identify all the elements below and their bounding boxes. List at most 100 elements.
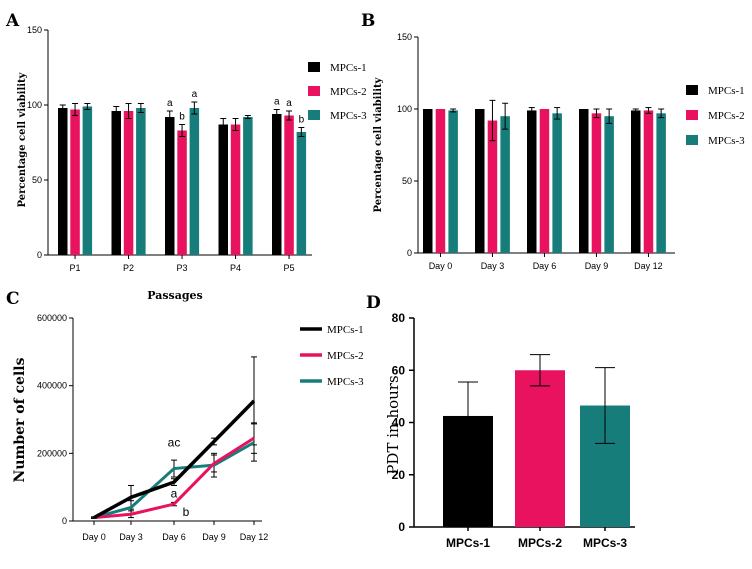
panel-b-bar-mpcs-1-day-0	[423, 109, 433, 253]
panel-a-legend-label-mpcs-2: MPCs-2	[330, 86, 367, 98]
panel-a-legend-label-mpcs-1: MPCs-1	[330, 62, 367, 74]
panel-b-y-tick-label: 100	[397, 104, 412, 114]
panel-b-x-tick-label: Day 0	[429, 261, 453, 271]
panel-b-bar-mpcs-3-day-3	[500, 116, 510, 253]
panel-a-x-tick-label: P2	[123, 263, 134, 273]
panel-d-x-tick-label: MPCs-2	[518, 536, 562, 550]
panel-d-y-tick-label: 60	[392, 363, 406, 377]
panel-c-x-tick-label: Day 9	[202, 532, 226, 542]
panel-a-significance-letter: a	[167, 98, 173, 109]
panel-c-x-tick-label: Day 12	[240, 532, 269, 542]
panel-a-bar-mpcs-1-p2	[111, 111, 121, 255]
panel-b-bar-mpcs-1-day-6	[527, 110, 537, 253]
panel-a-bar-mpcs-1-p4	[218, 124, 228, 255]
panel-a-bar-mpcs-1-p5	[272, 114, 282, 255]
panel-a-x-tick-label: P1	[70, 263, 81, 273]
panel-b-chart: 0 50 100 150 Day 0 Day 3 Day 6 Day 9 Day 12 MPCs-…	[397, 32, 745, 271]
panel-a-significance-letter: b	[179, 112, 185, 123]
panel-a-significance-letter: a	[274, 97, 280, 108]
panel-b-letter: B	[361, 11, 375, 31]
panel-a-bar-mpcs-3-p1	[82, 106, 93, 255]
panel-c-legend-label-mpcs-1: MPCs-1	[327, 324, 364, 336]
panel-b-bar-mpcs-3-day-0	[448, 110, 458, 253]
panel-a-bar-mpcs-2-p5	[284, 115, 294, 255]
panel-c-y-tick-label: 0	[62, 516, 67, 526]
panel-c-y-tick-label: 200000	[37, 448, 67, 458]
panel-b-bar-mpcs-2-day-6	[539, 109, 550, 253]
panel-d-y-tick-label: 0	[398, 520, 405, 534]
panel-a-legend-swatch-mpcs-3	[308, 110, 320, 120]
panel-b-legend-swatch-mpcs-1	[686, 85, 698, 95]
panel-b-legend-swatch-mpcs-3	[686, 135, 698, 145]
panel-c-ylabel: Number of cells	[12, 357, 28, 482]
panel-b-legend-label-mpcs-2: MPCs-2	[708, 110, 745, 122]
panel-b-x-tick-label: Day 12	[634, 261, 663, 271]
panel-d-chart: 0 20 40 60 80 MPCs-1 MPCs-2 MPCs-3	[392, 311, 635, 550]
panel-a-bar-mpcs-3-p5	[296, 132, 307, 255]
panel-d-letter: D	[366, 293, 381, 313]
panel-a-y-tick-label: 50	[32, 175, 42, 185]
panel-c-line-mpcs-1	[93, 399, 256, 520]
panel-a-significance-letter: a	[286, 98, 292, 109]
panel-c-significance-letter: a	[171, 486, 178, 500]
panel-a-x-tick-label: P3	[177, 263, 188, 273]
panel-c-y-tick-label: 400000	[37, 381, 67, 391]
panel-a-letter: A	[5, 11, 20, 31]
panel-c-chart: 0 200000 400000 600000 Day 0 Day 3 Day 6 Day 9 D…	[37, 313, 364, 542]
panel-c-legend-label-mpcs-3: MPCs-3	[327, 376, 364, 388]
panel-a-legend-swatch-mpcs-1	[308, 62, 320, 72]
panel-c-line-mpcs-3	[93, 441, 255, 520]
panel-c-y-tick-label: 600000	[37, 313, 67, 323]
panel-d-y-tick-label: 20	[392, 468, 406, 482]
panel-b-y-tick-label: 50	[402, 176, 412, 186]
panel-a-bar-mpcs-3-p4	[243, 117, 253, 255]
panel-b-y-tick-label: 0	[407, 248, 412, 258]
panel-b-y-tick-label: 150	[397, 32, 412, 42]
panel-a-x-tick-label: P4	[230, 263, 241, 273]
panel-b-bar-mpcs-1-day-9	[579, 109, 589, 253]
panel-c-x-tick-label: Day 3	[119, 532, 143, 542]
panel-a-bar-mpcs-2-p4	[230, 124, 241, 255]
panel-a-legend-swatch-mpcs-2	[308, 86, 320, 96]
panel-a-bar-mpcs-1-p3	[165, 117, 175, 255]
panel-b-ylabel: Percentage cell viability	[373, 76, 384, 212]
panel-d-x-tick-label: MPCs-1	[446, 536, 490, 550]
panel-c-letter: C	[6, 289, 20, 309]
panel-c-line-mpcs-2	[93, 436, 255, 520]
panel-c-significance-letter: b	[183, 505, 190, 519]
panel-a-bar-mpcs-1-p1	[58, 108, 68, 255]
panel-d-x-tick-label: MPCs-3	[583, 536, 627, 550]
panel-b-bar-mpcs-2-day-9	[591, 113, 602, 253]
panel-a-significance-letter: a	[192, 89, 198, 100]
panel-d-bar-mpcs-2	[515, 370, 565, 527]
panel-a-y-tick-label: 0	[37, 250, 42, 260]
panel-b-bar-mpcs-1-day-12	[631, 110, 641, 253]
panel-a-y-tick-label: 150	[27, 25, 42, 35]
panel-d-ylabel: PDT in hours	[384, 375, 402, 474]
panel-b-x-tick-label: Day 9	[585, 261, 609, 271]
panel-a-xlabel: Passages	[147, 289, 203, 302]
panel-a-bar-mpcs-2-p2	[123, 111, 134, 255]
panel-b-bar-mpcs-3-day-12	[656, 113, 666, 253]
panel-a-bar-mpcs-2-p3	[177, 130, 187, 255]
panel-a-x-tick-label: P5	[284, 263, 295, 273]
panel-b-bar-mpcs-3-day-6	[552, 113, 562, 253]
panel-a-bar-mpcs-3-p2	[136, 108, 146, 255]
panel-a-bar-mpcs-2-p1	[70, 109, 80, 255]
panel-a-bar-mpcs-3-p3	[189, 108, 200, 255]
panel-c-x-tick-label: Day 6	[162, 532, 186, 542]
panel-b-bar-mpcs-1-day-3	[475, 109, 485, 253]
panel-c-significance-letter: ac	[168, 436, 181, 450]
panel-b-x-tick-label: Day 3	[481, 261, 505, 271]
panel-a-y-tick-label: 100	[27, 100, 42, 110]
panel-d-y-tick-label: 40	[392, 416, 406, 430]
panel-b-legend-swatch-mpcs-2	[686, 110, 698, 120]
panel-b-legend-label-mpcs-1: MPCs-1	[708, 85, 745, 97]
panel-c-legend-label-mpcs-2: MPCs-2	[327, 350, 364, 362]
panel-b-bar-mpcs-2-day-3	[487, 120, 498, 254]
panel-a-ylabel: Percentage cell viability	[17, 71, 28, 207]
panel-a-significance-letter: b	[299, 115, 305, 126]
panel-c-x-tick-label: Day 0	[82, 532, 106, 542]
